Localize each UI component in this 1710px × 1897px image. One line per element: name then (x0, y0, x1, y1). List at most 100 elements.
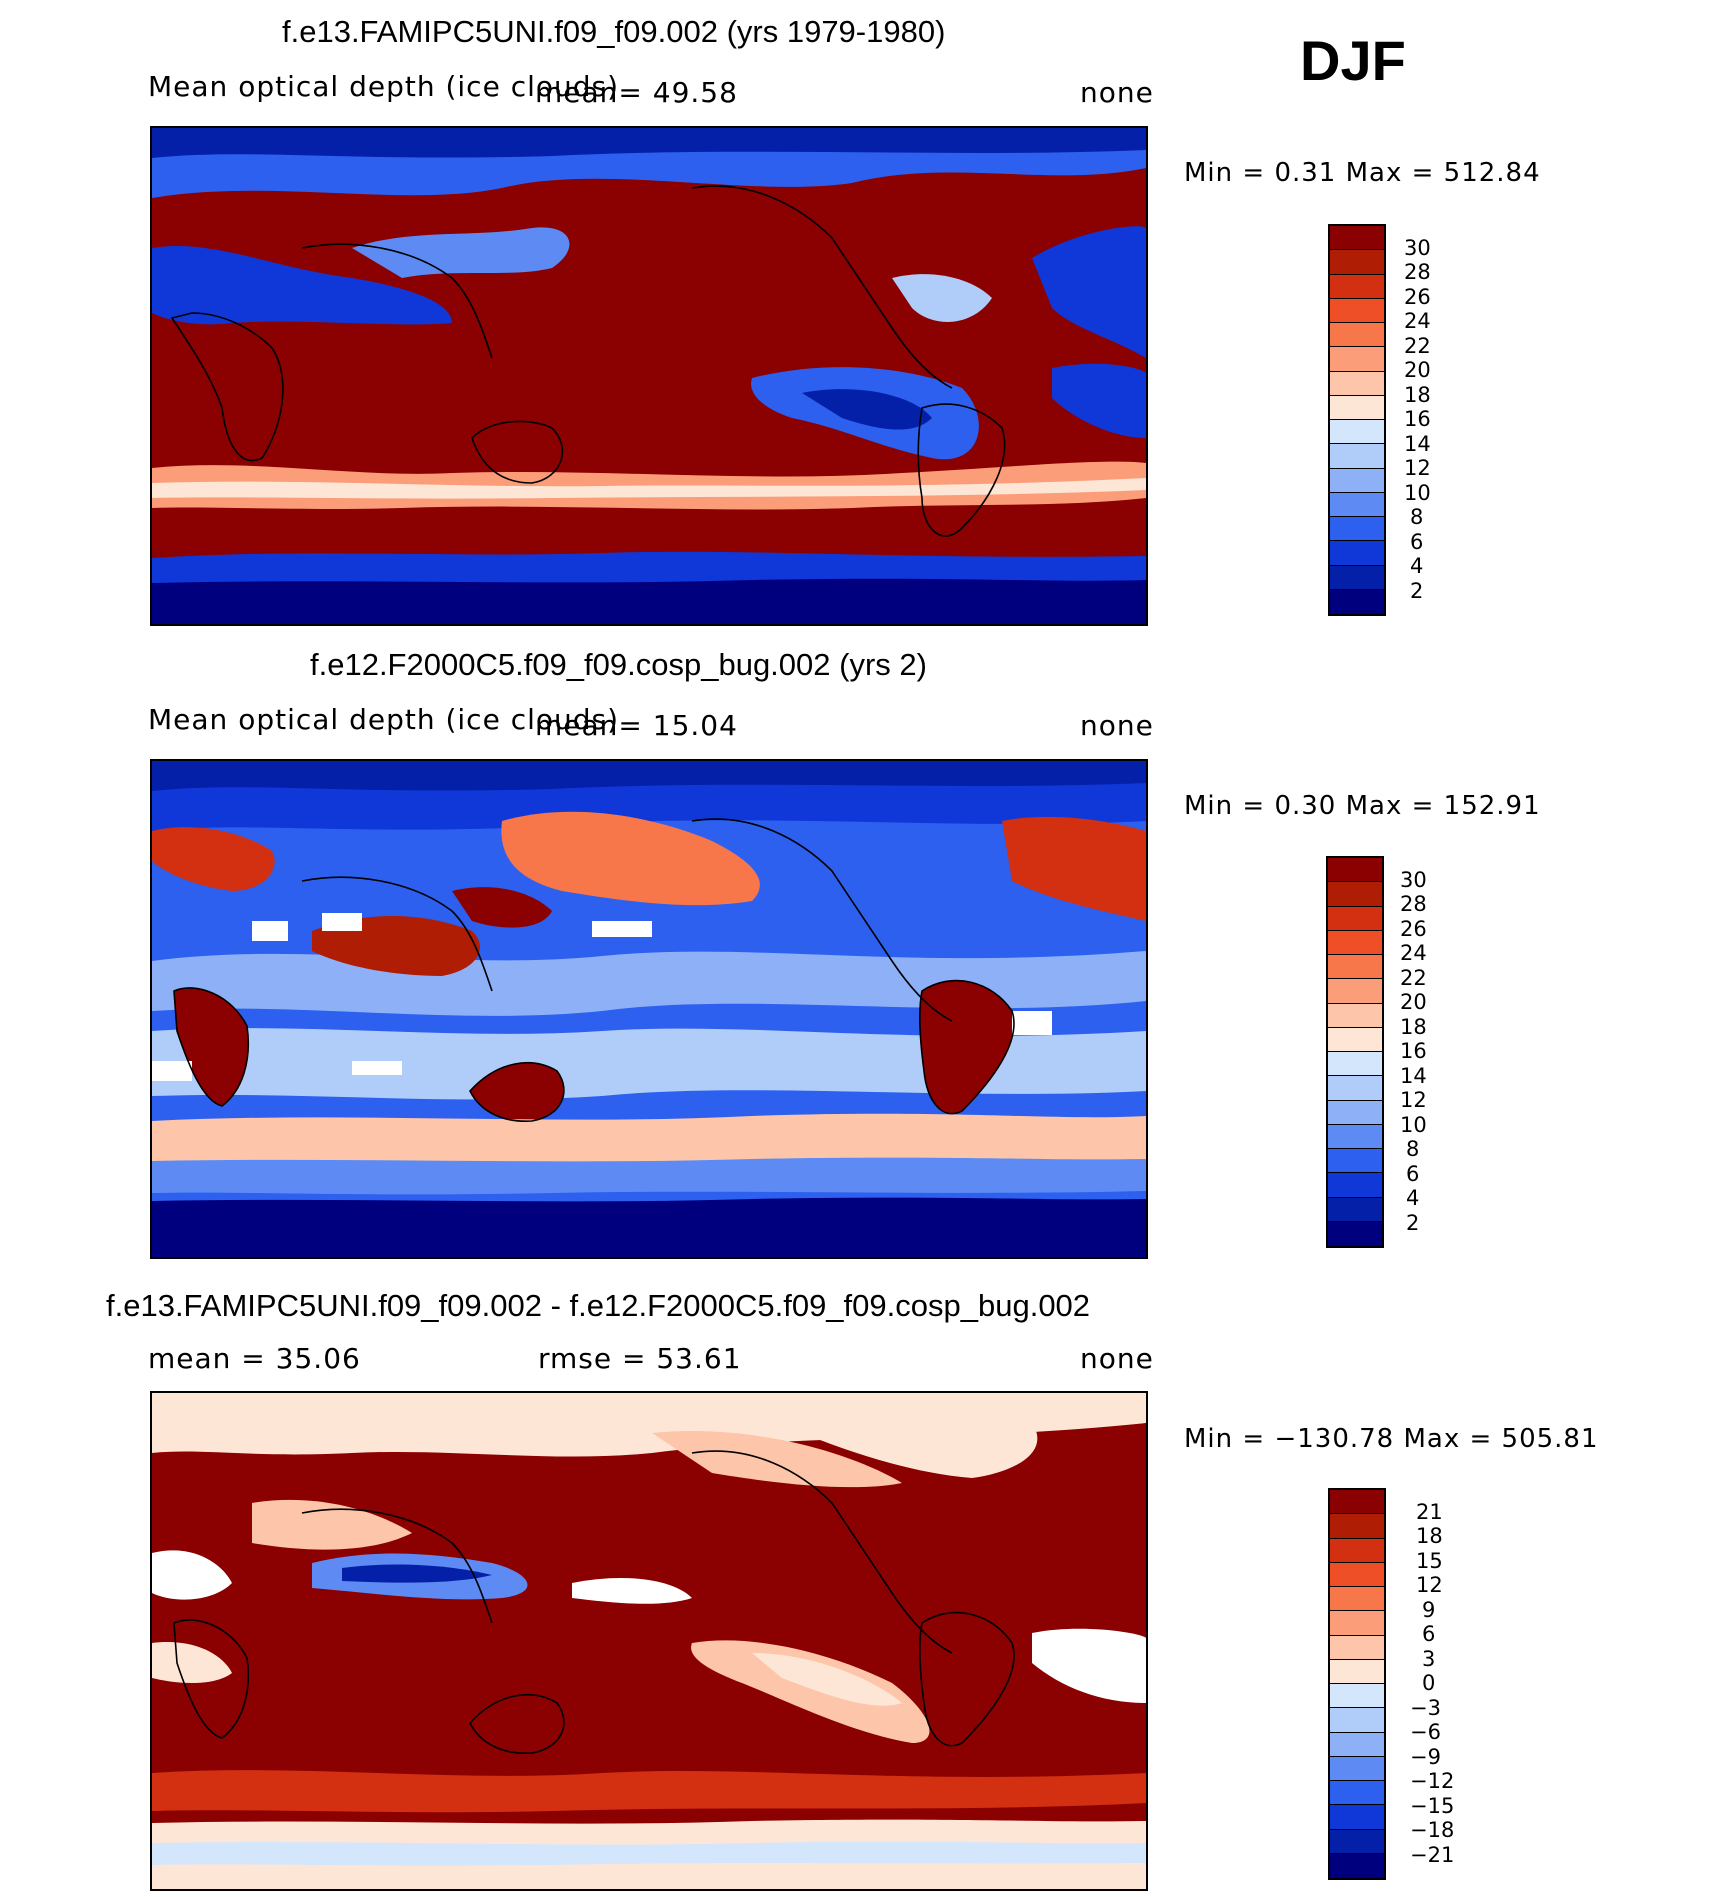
panel-3-colorbar-swatch (1330, 1805, 1384, 1830)
panel-2-colorbar-swatch (1328, 1076, 1382, 1101)
panel-2-minmax: Min = 0.30 Max = 152.91 (1184, 791, 1541, 821)
panel-1-map (150, 126, 1148, 626)
panel-3-colorbar-swatch (1330, 1659, 1384, 1684)
panel-1-colorbar-swatch (1330, 250, 1384, 275)
panel-2-colorbar-label: 20 (1400, 990, 1427, 1014)
panel-1-colorbar-label: 18 (1404, 383, 1431, 407)
panel-1-colorbar-swatch (1330, 226, 1384, 251)
panel-3-colorbar-swatch (1330, 1538, 1384, 1563)
panel-2-title: f.e12.F2000C5.f09_f09.cosp_bug.002 (yrs … (310, 647, 927, 682)
panel-2-colorbar-swatch (1328, 1173, 1382, 1198)
panel-1-colorbar-label: 8 (1410, 505, 1424, 529)
panel-2-colorbar-swatch (1328, 1197, 1382, 1222)
panel-3-colorbar-swatch (1330, 1490, 1384, 1515)
season-label: DJF (1300, 29, 1406, 92)
panel-2-colorbar (1326, 856, 1384, 1248)
panel-1-colorbar-label: 12 (1404, 456, 1431, 480)
panel-3-colorbar-label: −15 (1410, 1794, 1455, 1818)
panel-3-colorbar-swatch (1330, 1781, 1384, 1806)
panel-3-rmse: rmse = 53.61 (538, 1342, 742, 1375)
panel-1-colorbar-swatch (1330, 274, 1384, 299)
panel-1-colorbar-label: 2 (1410, 579, 1424, 603)
panel-3-map (150, 1391, 1148, 1891)
panel-2-mean: mean= 15.04 (535, 709, 738, 742)
panel-3-colorbar-label: 15 (1416, 1549, 1443, 1573)
panel-1-colorbar-swatch (1330, 420, 1384, 445)
panel-3-colorbar-label: −6 (1410, 1720, 1441, 1744)
panel-2-colorbar-label: 24 (1400, 941, 1427, 965)
panel-3-map-field (152, 1393, 1146, 1889)
panel-2-colorbar-swatch (1328, 882, 1382, 907)
panel-2-map-field (152, 761, 1146, 1257)
panel-2-colorbar-swatch (1328, 1052, 1382, 1077)
panel-3-colorbar-swatch (1330, 1732, 1384, 1757)
panel-3-colorbar-swatch (1330, 1829, 1384, 1854)
panel-3-colorbar-label: 9 (1422, 1598, 1436, 1622)
panel-1-colorbar-swatch (1330, 323, 1384, 348)
panel-3-colorbar (1328, 1488, 1386, 1880)
panel-1-variable: Mean optical depth (ice clouds) (148, 70, 620, 103)
panel-1-colorbar-swatch (1330, 565, 1384, 590)
panel-3-title: f.e13.FAMIPC5UNI.f09_f09.002 - f.e12.F20… (106, 1288, 1091, 1323)
panel-1-mean: mean= 49.58 (535, 76, 738, 109)
panel-2-colorbar-label: 22 (1400, 966, 1427, 990)
panel-1-title: f.e13.FAMIPC5UNI.f09_f09.002 (yrs 1979-1… (282, 14, 946, 49)
panel-1-colorbar-swatch (1330, 517, 1384, 542)
panel-1-colorbar-label: 24 (1404, 309, 1431, 333)
panel-2-units: none (1080, 709, 1154, 742)
panel-3-colorbar-label: −18 (1410, 1818, 1455, 1842)
panel-2-colorbar-label: 14 (1400, 1064, 1427, 1088)
panel-2-colorbar-swatch (1328, 1003, 1382, 1028)
panel-3-colorbar-swatch (1330, 1684, 1384, 1709)
panel-1-colorbar-label: 10 (1404, 481, 1431, 505)
panel-2-colorbar-swatch (1328, 979, 1382, 1004)
panel-1-colorbar-swatch (1330, 347, 1384, 372)
panel-3-colorbar-swatch (1330, 1587, 1384, 1612)
panel-1-colorbar-label: 26 (1404, 285, 1431, 309)
panel-1-colorbar-label: 20 (1404, 358, 1431, 382)
panel-3-colorbar-swatch (1330, 1756, 1384, 1781)
panel-2-map (150, 759, 1148, 1259)
panel-3-colorbar-swatch (1330, 1853, 1384, 1878)
panel-3-colorbar-label: −21 (1410, 1843, 1455, 1867)
panel-2-colorbar-swatch (1328, 906, 1382, 931)
panel-1-minmax: Min = 0.31 Max = 512.84 (1184, 158, 1541, 188)
panel-2-colorbar-swatch (1328, 1149, 1382, 1174)
panel-2-colorbar-label: 16 (1400, 1039, 1427, 1063)
panel-1-colorbar-swatch (1330, 371, 1384, 396)
panel-2-colorbar-swatch (1328, 1221, 1382, 1246)
panel-2-colorbar-label: 10 (1400, 1113, 1427, 1137)
panel-1-colorbar-label: 4 (1410, 554, 1424, 578)
panel-1-colorbar-label: 6 (1410, 530, 1424, 554)
panel-1-colorbar (1328, 224, 1386, 616)
panel-2-colorbar-swatch (1328, 955, 1382, 980)
panel-3-mean: mean = 35.06 (148, 1342, 361, 1375)
panel-1-colorbar-swatch (1330, 541, 1384, 566)
panel-2-colorbar-label: 6 (1406, 1162, 1420, 1186)
panel-3-colorbar-label: 18 (1416, 1524, 1443, 1548)
panel-1-colorbar-label: 30 (1404, 236, 1431, 260)
panel-1-colorbar-swatch (1330, 468, 1384, 493)
panel-3-colorbar-label: 12 (1416, 1573, 1443, 1597)
panel-3-colorbar-label: −3 (1410, 1696, 1441, 1720)
panel-1-colorbar-swatch (1330, 444, 1384, 469)
panel-2-colorbar-swatch (1328, 930, 1382, 955)
panel-3-colorbar-label: −9 (1410, 1745, 1441, 1769)
panel-2-colorbar-swatch (1328, 1124, 1382, 1149)
panel-3-colorbar-label: −12 (1410, 1769, 1455, 1793)
panel-1-colorbar-swatch (1330, 589, 1384, 614)
panel-3-minmax: Min = −130.78 Max = 505.81 (1184, 1424, 1599, 1454)
panel-3-colorbar-swatch (1330, 1514, 1384, 1539)
panel-1-colorbar-label: 22 (1404, 334, 1431, 358)
panel-3-colorbar-label: 0 (1422, 1671, 1436, 1695)
panel-3-colorbar-label: 21 (1416, 1500, 1443, 1524)
panel-1-colorbar-swatch (1330, 395, 1384, 420)
panel-3-colorbar-label: 3 (1422, 1647, 1436, 1671)
panel-3-colorbar-swatch (1330, 1562, 1384, 1587)
panel-2-variable: Mean optical depth (ice clouds) (148, 703, 620, 736)
panel-1-colorbar-label: 14 (1404, 432, 1431, 456)
panel-1-colorbar-swatch (1330, 492, 1384, 517)
panel-1-colorbar-swatch (1330, 298, 1384, 323)
panel-2-colorbar-label: 12 (1400, 1088, 1427, 1112)
panel-3-colorbar-swatch (1330, 1611, 1384, 1636)
